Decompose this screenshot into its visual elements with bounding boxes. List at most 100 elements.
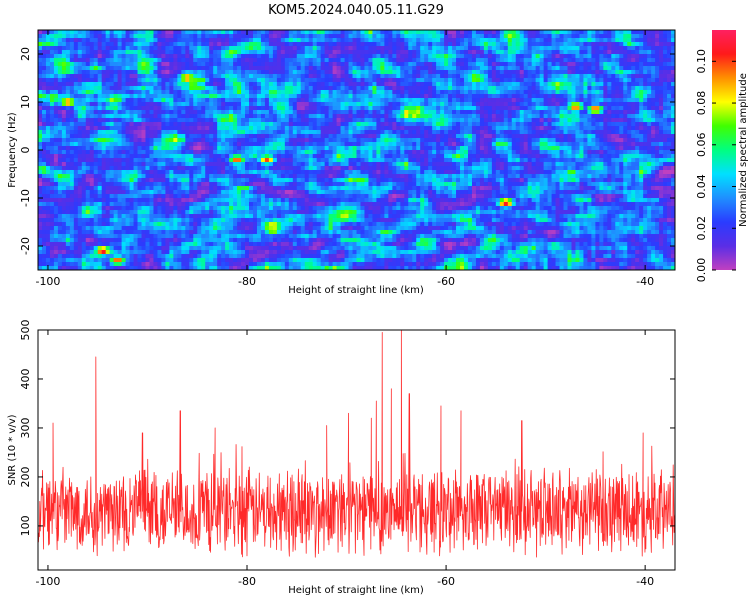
- heatmap-cell: [177, 42, 182, 47]
- heatmap-cell: [304, 110, 310, 115]
- heatmap-cell: [165, 122, 170, 127]
- heatmap-cell: [221, 90, 226, 95]
- heatmap-cell: [149, 146, 154, 151]
- heatmap-cell: [595, 46, 600, 51]
- heatmap-cell: [507, 70, 513, 75]
- heatmap-cell: [332, 98, 337, 103]
- heatmap-cell: [388, 30, 393, 35]
- heatmap-cell: [420, 106, 425, 111]
- heatmap-cell: [77, 38, 83, 43]
- heatmap-cell: [571, 94, 576, 99]
- heatmap-cell: [137, 146, 142, 151]
- heatmap-cell: [38, 154, 43, 159]
- heatmap-cell: [467, 122, 473, 127]
- heatmap-cell: [671, 114, 675, 119]
- heatmap-cell: [177, 66, 182, 71]
- heatmap-cell: [523, 30, 529, 35]
- heatmap-cell: [635, 90, 640, 95]
- heatmap-cell: [667, 82, 672, 87]
- heatmap-cell: [149, 62, 154, 67]
- heatmap-cell: [635, 82, 640, 87]
- heatmap-cell: [416, 102, 421, 107]
- heatmap-cell: [280, 58, 286, 63]
- heatmap-cell: [237, 146, 242, 151]
- heatmap-cell: [428, 94, 433, 99]
- heatmap-cell: [189, 106, 194, 111]
- heatmap-cell: [623, 54, 628, 59]
- heatmap-cell: [667, 102, 672, 107]
- heatmap-cell: [471, 118, 477, 123]
- heatmap-cell: [611, 78, 616, 83]
- heatmap-cell: [268, 42, 274, 47]
- heatmap-cell: [511, 98, 517, 103]
- heatmap-cell: [252, 134, 258, 139]
- heatmap-cell: [647, 122, 652, 127]
- heatmap-cell: [201, 90, 206, 95]
- heatmap-cell: [53, 90, 59, 95]
- heatmap-cell: [547, 98, 552, 103]
- heatmap-cell: [555, 34, 560, 39]
- heatmap-cell: [631, 66, 636, 71]
- heatmap-cell: [543, 146, 548, 151]
- heatmap-cell: [225, 114, 230, 119]
- heatmap-cell: [368, 50, 373, 55]
- heatmap-cell: [153, 146, 158, 151]
- heatmap-cell: [221, 126, 226, 131]
- heatmap-cell: [651, 30, 656, 35]
- heatmap-cell: [296, 82, 302, 87]
- heatmap-cell: [129, 110, 134, 115]
- heatmap-cell: [376, 114, 381, 119]
- heatmap-cell: [348, 90, 353, 95]
- heatmap-cell: [161, 70, 166, 75]
- heatmap-cell: [133, 58, 138, 63]
- heatmap-cell: [77, 90, 83, 95]
- heatmap-cell: [324, 54, 330, 59]
- heatmap-cell: [523, 90, 529, 95]
- heatmap-cell: [591, 30, 596, 35]
- heatmap-cell: [256, 42, 262, 47]
- heatmap-cell: [328, 98, 334, 103]
- heatmap-cell: [225, 66, 230, 71]
- heatmap-cell: [559, 30, 564, 35]
- heatmap-cell: [45, 38, 51, 43]
- heatmap-cell: [396, 30, 401, 35]
- heatmap-cell: [288, 130, 294, 135]
- heatmap-cell: [109, 114, 115, 119]
- heatmap-cell: [264, 82, 270, 87]
- heatmap-cell: [320, 46, 326, 51]
- heatmap-cell: [49, 90, 55, 95]
- heatmap-cell: [185, 58, 190, 63]
- heatmap-cell: [57, 90, 63, 95]
- heatmap-cell: [547, 30, 552, 35]
- heatmap-cell: [456, 146, 461, 151]
- heatmap-cell: [205, 82, 210, 87]
- heatmap-cell: [416, 98, 421, 103]
- heatmap-cell: [643, 134, 648, 139]
- heatmap-cell: [57, 118, 63, 123]
- heatmap-cell: [221, 86, 226, 91]
- heatmap-cell: [368, 134, 373, 139]
- heatmap-cell: [559, 58, 564, 63]
- heatmap-cell: [73, 82, 79, 87]
- heatmap-cell: [97, 106, 103, 111]
- heatmap-cell: [611, 118, 616, 123]
- heatmap-cell: [571, 82, 576, 87]
- heatmap-cell: [587, 134, 592, 139]
- heatmap-cell: [268, 34, 274, 39]
- heatmap-cell: [49, 62, 55, 67]
- heatmap-cell: [575, 142, 580, 147]
- heatmap-cell: [467, 110, 473, 115]
- heatmap-cell: [125, 38, 130, 43]
- heatmap-cell: [515, 42, 521, 47]
- heatmap-cell: [73, 46, 79, 51]
- heatmap-cell: [368, 138, 373, 143]
- heatmap-cell: [595, 38, 600, 43]
- heatmap-cell: [352, 90, 357, 95]
- heatmap-cell: [479, 134, 485, 139]
- heatmap-cell: [571, 138, 576, 143]
- heatmap-cell: [587, 82, 592, 87]
- heatmap-cell: [324, 142, 330, 147]
- heatmap-cell: [356, 34, 361, 39]
- heatmap-cell: [483, 54, 489, 59]
- heatmap-cell: [49, 138, 55, 143]
